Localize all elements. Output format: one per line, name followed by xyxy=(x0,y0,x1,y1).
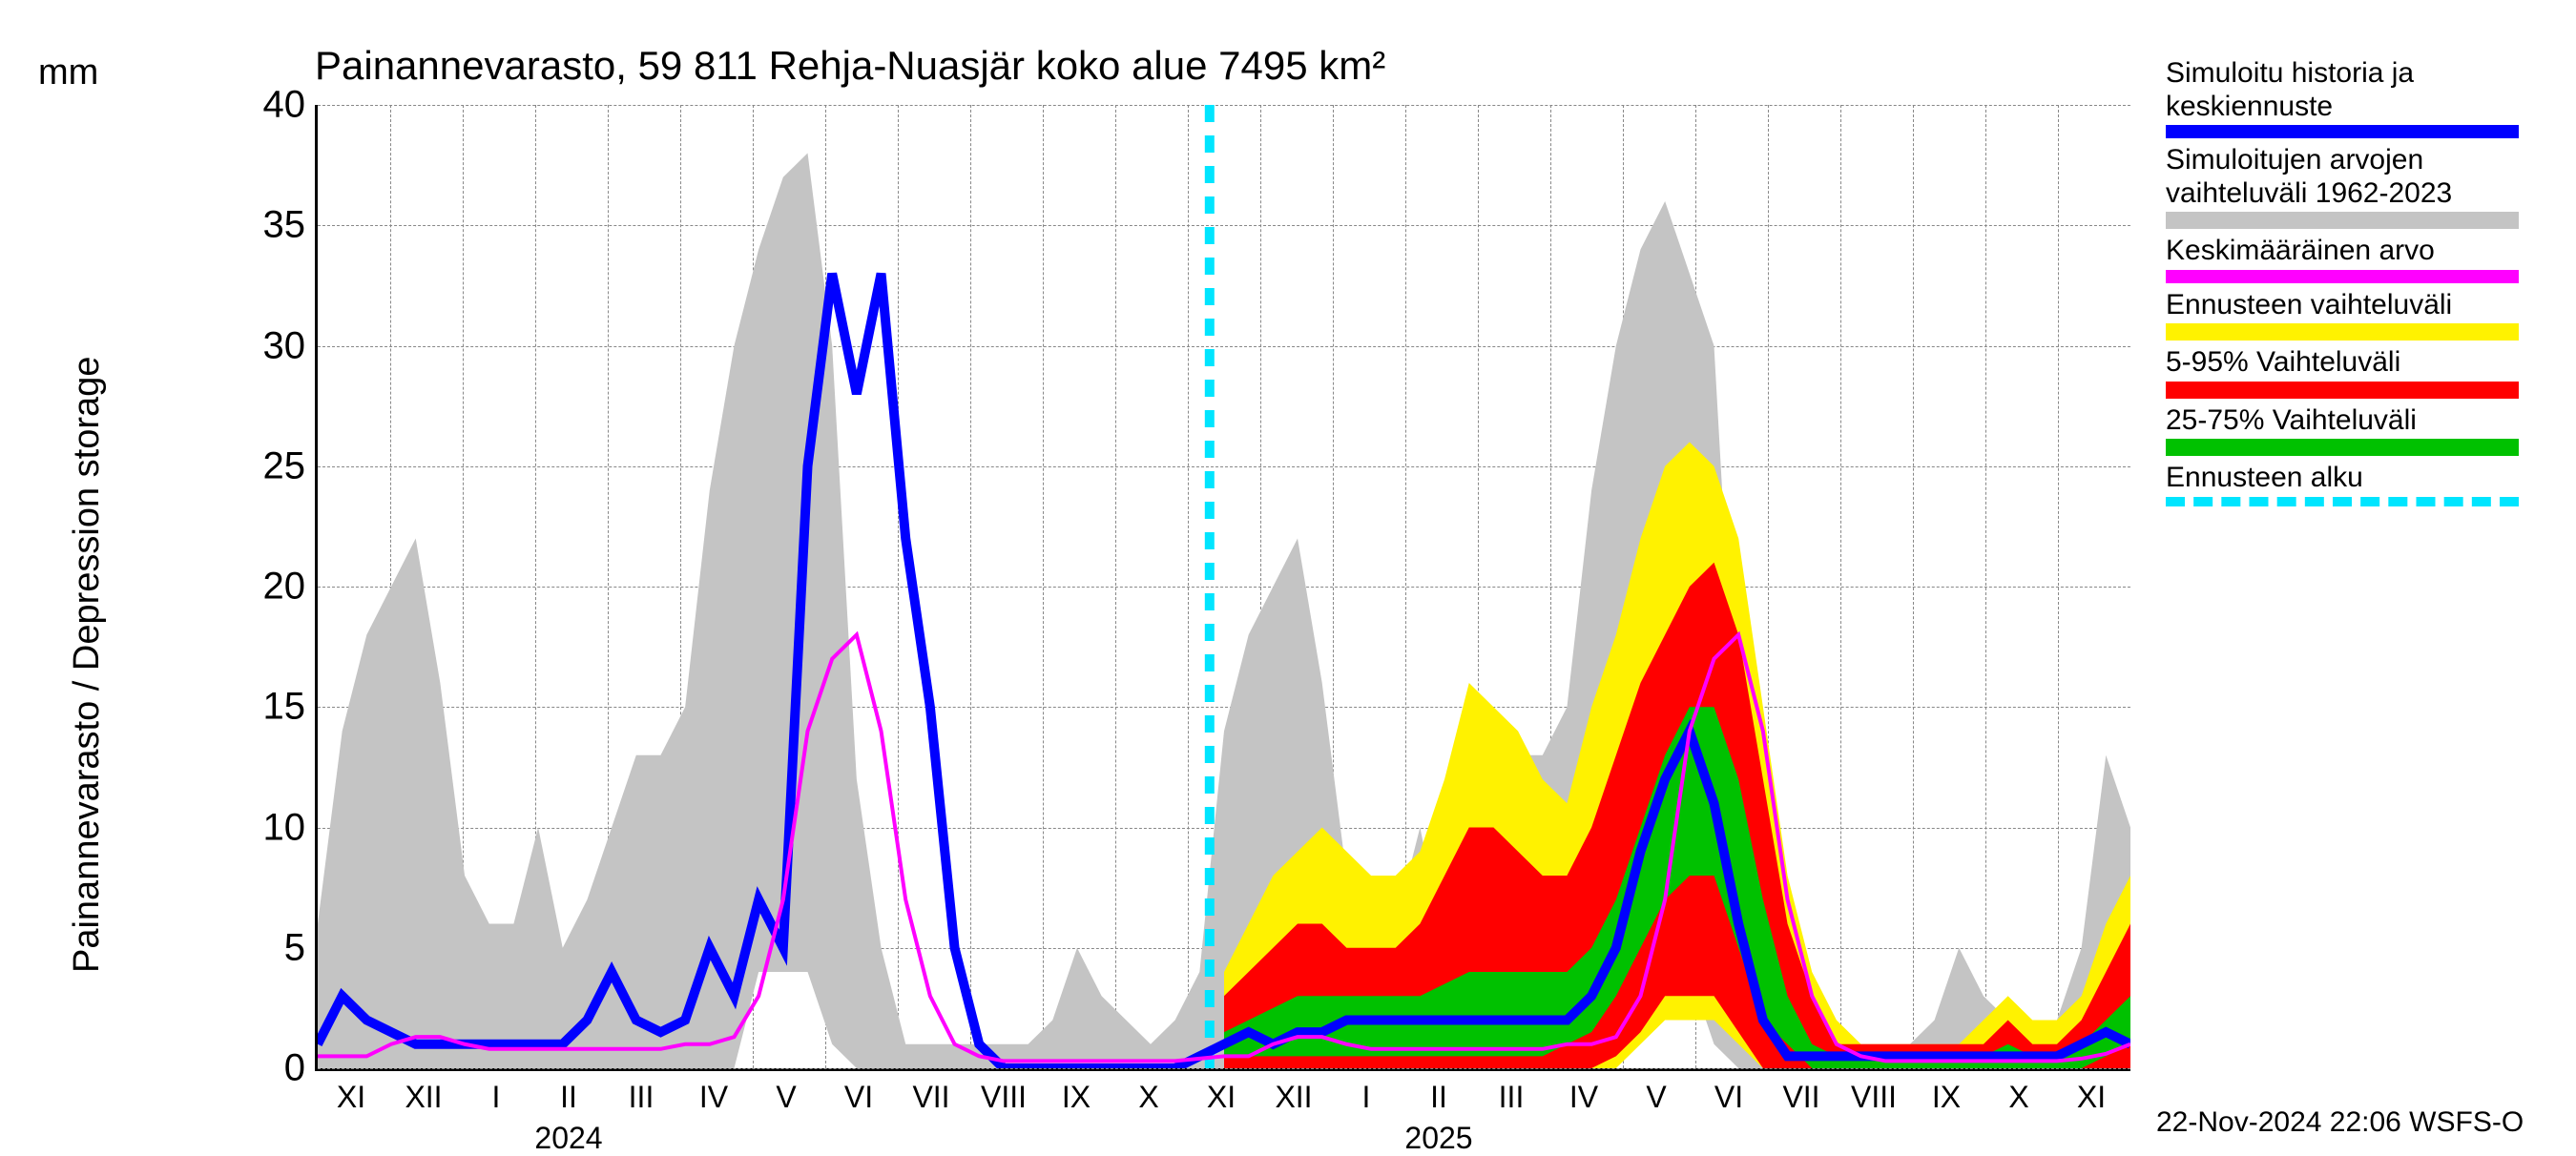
legend-text: Ennusteen vaihteluväli xyxy=(2166,289,2519,322)
legend-item: Ennusteen alku xyxy=(2166,462,2519,506)
y-tick-label: 15 xyxy=(210,686,305,729)
legend-item: Ennusteen vaihteluväli xyxy=(2166,289,2519,341)
x-tick-label: VIII xyxy=(981,1080,1027,1115)
legend: Simuloitu historia ja keskiennuste Simulo… xyxy=(2166,57,2519,512)
x-tick-label: I xyxy=(492,1080,501,1115)
x-tick-label: XI xyxy=(1207,1080,1236,1115)
plot-area xyxy=(315,105,2130,1071)
chart-container: Painannevarasto, 59 811 Rehja-Nuasjär ko… xyxy=(0,0,2576,1145)
legend-item: Simuloitujen arvojen vaihteluväli 1962-2… xyxy=(2166,144,2519,229)
grid-h xyxy=(318,1068,2130,1069)
y-tick-label: 40 xyxy=(210,84,305,127)
legend-text: Ennusteen alku xyxy=(2166,462,2519,495)
x-tick-label: VI xyxy=(1714,1080,1743,1115)
y-tick-label: 5 xyxy=(210,926,305,969)
x-tick-label: IX xyxy=(1932,1080,1961,1115)
y-tick-label: 35 xyxy=(210,204,305,247)
legend-text: 5-95% Vaihteluväli xyxy=(2166,346,2519,380)
legend-swatch xyxy=(2166,212,2519,229)
x-tick-label: X xyxy=(2008,1080,2028,1115)
legend-item: Simuloitu historia ja keskiennuste xyxy=(2166,57,2519,138)
legend-item: Keskimääräinen arvo xyxy=(2166,235,2519,283)
y-tick-label: 10 xyxy=(210,806,305,849)
x-tick-label: II xyxy=(1430,1080,1447,1115)
legend-text: 25-75% Vaihteluväli xyxy=(2166,404,2519,438)
x-tick-label: IX xyxy=(1062,1080,1091,1115)
x-tick-label: IV xyxy=(1569,1080,1598,1115)
legend-text: Simuloitujen arvojen vaihteluväli 1962-2… xyxy=(2166,144,2519,210)
x-tick-label: VI xyxy=(844,1080,873,1115)
legend-text: Simuloitu historia ja keskiennuste xyxy=(2166,57,2519,123)
legend-swatch xyxy=(2166,382,2519,399)
x-tick-label: X xyxy=(1138,1080,1158,1115)
y-tick-label: 30 xyxy=(210,324,305,367)
legend-swatch xyxy=(2166,270,2519,283)
x-tick-label: VIII xyxy=(1851,1080,1897,1115)
chart-footer: 22-Nov-2024 22:06 WSFS-O xyxy=(2156,1106,2524,1139)
y-axis-label: Painannevarasto / Depression storage xyxy=(67,357,108,973)
x-tick-label: V xyxy=(776,1080,796,1115)
x-tick-label: III xyxy=(629,1080,654,1115)
year-label: 2025 xyxy=(1404,1121,1472,1156)
x-tick-label: V xyxy=(1646,1080,1666,1115)
year-label: 2024 xyxy=(534,1121,602,1156)
legend-swatch xyxy=(2166,497,2519,506)
x-tick-label: VII xyxy=(1782,1080,1819,1115)
y-axis-unit: mm xyxy=(38,52,98,93)
x-tick-label: II xyxy=(560,1080,577,1115)
y-tick-label: 25 xyxy=(210,444,305,487)
x-tick-label: I xyxy=(1362,1080,1371,1115)
x-tick-label: XII xyxy=(1275,1080,1312,1115)
legend-swatch xyxy=(2166,439,2519,456)
legend-swatch xyxy=(2166,323,2519,341)
legend-item: 25-75% Vaihteluväli xyxy=(2166,404,2519,457)
legend-swatch xyxy=(2166,125,2519,138)
legend-text: Keskimääräinen arvo xyxy=(2166,235,2519,268)
x-tick-label: XI xyxy=(2077,1080,2106,1115)
y-tick-label: 0 xyxy=(210,1047,305,1090)
chart-title: Painannevarasto, 59 811 Rehja-Nuasjär ko… xyxy=(315,43,1385,89)
x-tick-label: III xyxy=(1499,1080,1525,1115)
x-tick-label: XII xyxy=(405,1080,442,1115)
x-tick-label: IV xyxy=(699,1080,728,1115)
y-tick-label: 20 xyxy=(210,566,305,609)
legend-item: 5-95% Vaihteluväli xyxy=(2166,346,2519,399)
x-tick-label: XI xyxy=(337,1080,365,1115)
chart-svg xyxy=(318,105,2130,1068)
x-tick-label: VII xyxy=(912,1080,949,1115)
